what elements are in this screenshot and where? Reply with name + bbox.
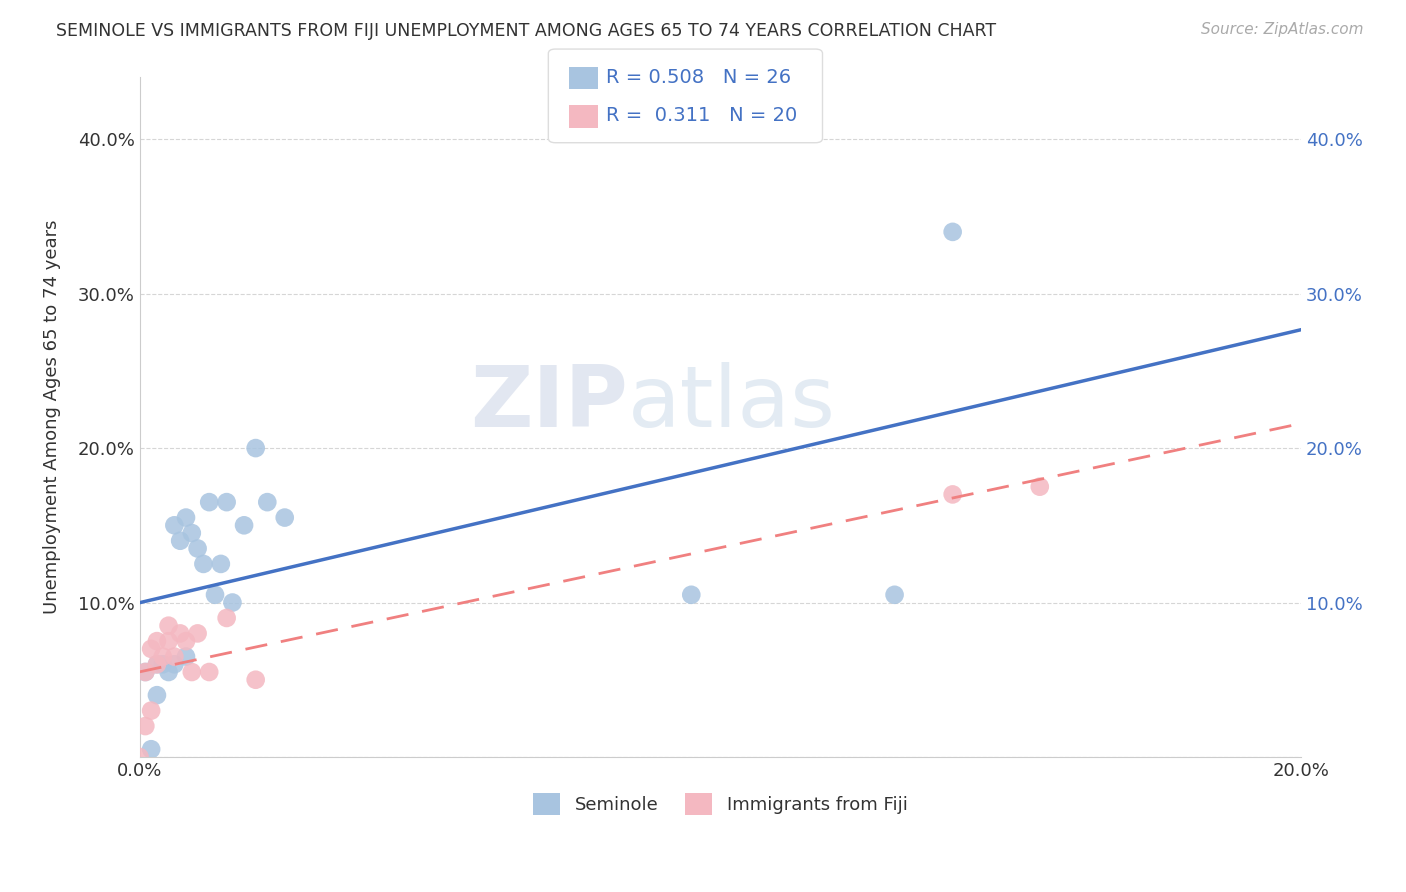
Point: [139, 704, 162, 718]
Text: ZIP: ZIP: [470, 362, 627, 445]
Point: [681, 588, 703, 602]
Point: [256, 495, 278, 509]
Point: [215, 495, 238, 509]
Point: [198, 495, 221, 509]
Point: [942, 487, 965, 501]
Text: SEMINOLE VS IMMIGRANTS FROM FIJI UNEMPLOYMENT AMONG AGES 65 TO 74 YEARS CORRELAT: SEMINOLE VS IMMIGRANTS FROM FIJI UNEMPLO…: [56, 22, 997, 40]
Text: Source: ZipAtlas.com: Source: ZipAtlas.com: [1201, 22, 1364, 37]
Point: [146, 634, 169, 648]
Point: [221, 595, 243, 609]
Point: [942, 225, 965, 239]
Point: [245, 673, 267, 687]
Point: [274, 510, 297, 524]
Point: [180, 665, 202, 679]
Point: [139, 742, 162, 756]
Text: atlas: atlas: [627, 362, 835, 445]
Point: [157, 618, 180, 632]
Point: [134, 719, 156, 733]
Point: [883, 588, 905, 602]
Point: [187, 626, 209, 640]
Point: [233, 518, 256, 533]
Point: [146, 657, 169, 672]
Point: [152, 657, 174, 672]
Point: [128, 750, 150, 764]
Point: [157, 665, 180, 679]
Legend: Seminole, Immigrants from Fiji: Seminole, Immigrants from Fiji: [526, 786, 915, 822]
Point: [209, 557, 232, 571]
Point: [198, 665, 221, 679]
Point: [174, 649, 197, 664]
Point: [193, 557, 215, 571]
Point: [157, 634, 180, 648]
Point: [215, 611, 238, 625]
Point: [169, 533, 191, 548]
Point: [134, 665, 156, 679]
Point: [163, 657, 186, 672]
Point: [139, 641, 162, 656]
Point: [187, 541, 209, 556]
Text: R =  0.311   N = 20: R = 0.311 N = 20: [606, 106, 797, 126]
Point: [169, 626, 191, 640]
Point: [174, 634, 197, 648]
Y-axis label: Unemployment Among Ages 65 to 74 years: Unemployment Among Ages 65 to 74 years: [44, 220, 60, 615]
Point: [163, 518, 186, 533]
Point: [134, 665, 156, 679]
Point: [204, 588, 226, 602]
Point: [146, 657, 169, 672]
Point: [146, 688, 169, 702]
Point: [152, 649, 174, 664]
Point: [180, 526, 202, 541]
Point: [174, 510, 197, 524]
Point: [1029, 480, 1052, 494]
Point: [245, 441, 267, 455]
Text: R = 0.508   N = 26: R = 0.508 N = 26: [606, 68, 792, 87]
Point: [163, 649, 186, 664]
